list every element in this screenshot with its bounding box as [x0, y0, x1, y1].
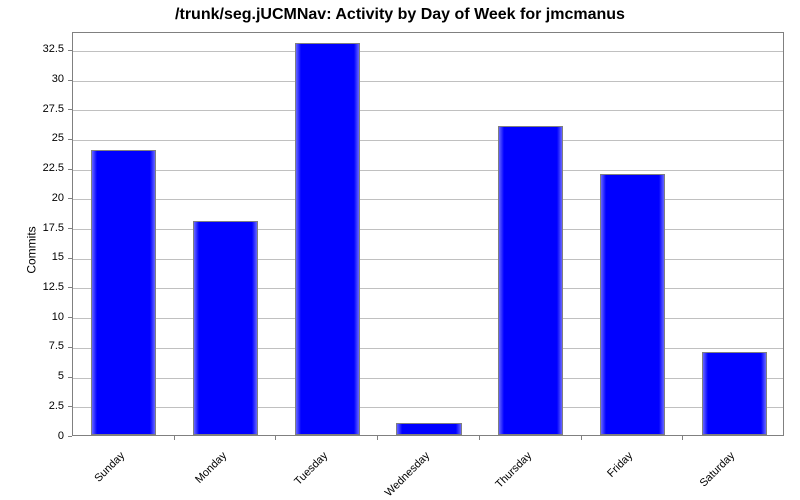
gridline [73, 81, 783, 82]
ytick [68, 406, 72, 407]
ytick-label: 5 [0, 370, 64, 382]
bar [600, 174, 665, 435]
plot-area [72, 32, 784, 436]
gridline [73, 170, 783, 171]
xtick [377, 436, 378, 440]
chart-container: /trunk/seg.jUCMNav: Activity by Day of W… [0, 0, 800, 500]
ytick-label: 10 [0, 311, 64, 323]
chart-title: /trunk/seg.jUCMNav: Activity by Day of W… [0, 6, 800, 24]
ytick [68, 198, 72, 199]
ytick-label: 32.5 [0, 43, 64, 55]
ytick [68, 258, 72, 259]
ytick-label: 22.5 [0, 162, 64, 174]
ytick [68, 377, 72, 378]
ytick-label: 30 [0, 73, 64, 85]
ytick-label: 27.5 [0, 103, 64, 115]
ytick-label: 15 [0, 251, 64, 263]
gridline [73, 288, 783, 289]
gridline [73, 140, 783, 141]
bar [91, 150, 156, 435]
xtick-label: Monday [193, 450, 229, 486]
ytick [68, 287, 72, 288]
bar [498, 126, 563, 435]
xtick-label: Thursday [493, 450, 534, 491]
gridline [73, 378, 783, 379]
ytick-label: 20 [0, 192, 64, 204]
ytick [68, 109, 72, 110]
xtick [174, 436, 175, 440]
xtick-label: Wednesday [383, 450, 432, 499]
gridline [73, 259, 783, 260]
ytick [68, 317, 72, 318]
xtick [581, 436, 582, 440]
ytick-label: 17.5 [0, 222, 64, 234]
ytick-label: 25 [0, 132, 64, 144]
ytick-label: 2.5 [0, 400, 64, 412]
ytick-label: 12.5 [0, 281, 64, 293]
bar [702, 352, 767, 435]
xtick-label: Sunday [92, 450, 127, 485]
gridline [73, 407, 783, 408]
gridline [73, 318, 783, 319]
ytick [68, 50, 72, 51]
gridline [73, 199, 783, 200]
xtick [682, 436, 683, 440]
gridline [73, 229, 783, 230]
bar [396, 423, 461, 435]
bar [295, 43, 360, 435]
ytick [68, 228, 72, 229]
ytick [68, 169, 72, 170]
ytick-label: 0 [0, 430, 64, 442]
xtick-label: Tuesday [292, 450, 330, 488]
bar [193, 221, 258, 435]
ytick [68, 139, 72, 140]
xtick [479, 436, 480, 440]
xtick-label: Friday [606, 450, 636, 480]
xtick [275, 436, 276, 440]
ytick [68, 347, 72, 348]
xtick-label: Saturday [698, 450, 738, 490]
ytick [68, 80, 72, 81]
ytick-label: 7.5 [0, 340, 64, 352]
ytick [68, 436, 72, 437]
gridline [73, 348, 783, 349]
gridline [73, 110, 783, 111]
gridline [73, 51, 783, 52]
